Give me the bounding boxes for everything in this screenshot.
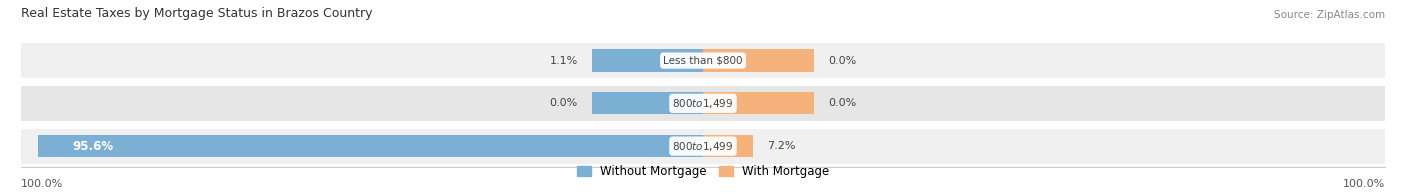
- Text: 0.0%: 0.0%: [828, 56, 856, 66]
- Bar: [703, 92, 814, 114]
- Text: Real Estate Taxes by Mortgage Status in Brazos Country: Real Estate Taxes by Mortgage Status in …: [21, 7, 373, 20]
- Text: Less than $800: Less than $800: [664, 56, 742, 66]
- Text: 100.0%: 100.0%: [1343, 179, 1385, 189]
- Bar: [38, 135, 703, 157]
- Bar: [21, 129, 1385, 164]
- Text: $800 to $1,499: $800 to $1,499: [672, 140, 734, 153]
- Text: 7.2%: 7.2%: [768, 141, 796, 151]
- Bar: [703, 49, 814, 72]
- Bar: [592, 49, 703, 72]
- Legend: Without Mortgage, With Mortgage: Without Mortgage, With Mortgage: [572, 160, 834, 183]
- Text: 0.0%: 0.0%: [550, 98, 578, 108]
- Bar: [21, 43, 1385, 78]
- Text: 95.6%: 95.6%: [72, 140, 114, 153]
- Text: 0.0%: 0.0%: [828, 98, 856, 108]
- Bar: [21, 86, 1385, 121]
- Text: 1.1%: 1.1%: [550, 56, 578, 66]
- Bar: [703, 135, 754, 157]
- Bar: [592, 92, 703, 114]
- Text: 100.0%: 100.0%: [21, 179, 63, 189]
- Text: Source: ZipAtlas.com: Source: ZipAtlas.com: [1274, 10, 1385, 20]
- Text: $800 to $1,499: $800 to $1,499: [672, 97, 734, 110]
